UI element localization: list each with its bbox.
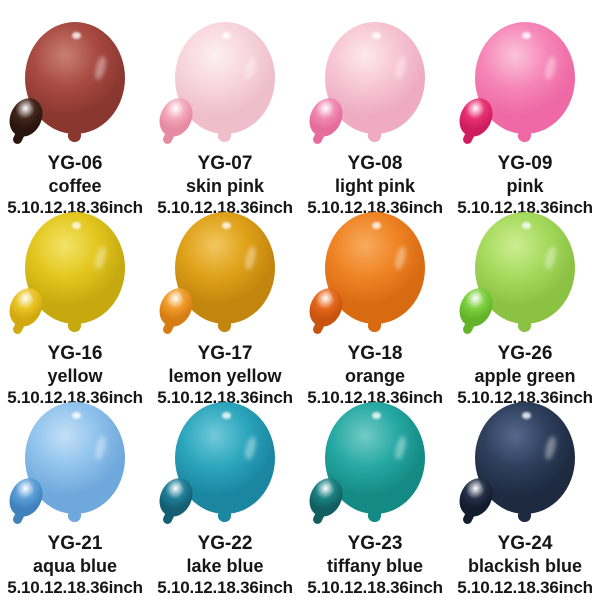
- balloon-knot: [366, 128, 383, 144]
- color-name: lake blue: [186, 556, 264, 576]
- balloon-photo: [150, 212, 300, 336]
- product-card: YG-23 tiffany blue 5.10.12.18.36inch: [300, 394, 450, 597]
- color-name: aqua blue: [32, 556, 117, 576]
- product-card: YG-09 pink 5.10.12.18.36inch: [450, 14, 600, 217]
- product-code: YG-16: [47, 343, 103, 364]
- balloon-knot: [516, 508, 533, 524]
- product-code: YG-21: [47, 533, 103, 554]
- size-list: 5.10.12.18.36inch: [457, 388, 593, 407]
- product-code: YG-17: [197, 343, 253, 364]
- balloon-photo: [0, 212, 150, 336]
- product-card: YG-16 yellow 5.10.12.18.36inch: [0, 204, 150, 407]
- color-name: yellow: [47, 366, 103, 386]
- size-list: 5.10.12.18.36inch: [157, 198, 293, 217]
- balloon-photo: [450, 22, 600, 146]
- balloon-photo: [300, 22, 450, 146]
- size-list: 5.10.12.18.36inch: [7, 578, 143, 597]
- size-list: 5.10.12.18.36inch: [157, 388, 293, 407]
- product-card: YG-18 orange 5.10.12.18.36inch: [300, 204, 450, 407]
- product-card: YG-08 light pink 5.10.12.18.36inch: [300, 14, 450, 217]
- product-code: YG-06: [47, 153, 103, 174]
- balloon-knot: [216, 318, 233, 334]
- balloon-knot: [366, 318, 383, 334]
- balloon-knot: [516, 318, 533, 334]
- product-code: YG-26: [497, 343, 553, 364]
- product-code: YG-07: [197, 153, 253, 174]
- balloon-photo: [300, 402, 450, 526]
- balloon-photo: [0, 22, 150, 146]
- product-code: YG-08: [347, 153, 403, 174]
- product-card: YG-21 aqua blue 5.10.12.18.36inch: [0, 394, 150, 597]
- size-list: 5.10.12.18.36inch: [457, 578, 593, 597]
- balloon-photo: [450, 212, 600, 336]
- size-list: 5.10.12.18.36inch: [307, 198, 443, 217]
- size-list: 5.10.12.18.36inch: [157, 578, 293, 597]
- color-name: light pink: [335, 176, 415, 196]
- balloon-knot: [216, 508, 233, 524]
- color-name: lemon yellow: [168, 366, 282, 386]
- balloon-photo: [150, 22, 300, 146]
- product-card: YG-17 lemon yellow 5.10.12.18.36inch: [150, 204, 300, 407]
- color-name: orange: [344, 366, 405, 386]
- size-list: 5.10.12.18.36inch: [307, 578, 443, 597]
- balloon-photo: [150, 402, 300, 526]
- size-list: 5.10.12.18.36inch: [7, 198, 143, 217]
- balloon-knot: [216, 128, 233, 144]
- balloon-knot: [66, 318, 83, 334]
- product-code: YG-18: [347, 343, 403, 364]
- product-code: YG-09: [497, 153, 553, 174]
- product-card: YG-06 coffee 5.10.12.18.36inch: [0, 14, 150, 217]
- size-list: 5.10.12.18.36inch: [307, 388, 443, 407]
- product-card: YG-24 blackish blue 5.10.12.18.36inch: [450, 394, 600, 597]
- balloon-knot: [66, 128, 83, 144]
- product-code: YG-24: [497, 533, 553, 554]
- size-list: 5.10.12.18.36inch: [7, 388, 143, 407]
- balloon-knot: [66, 508, 83, 524]
- color-name: tiffany blue: [326, 556, 423, 576]
- balloon-photo: [300, 212, 450, 336]
- product-card: YG-26 apple green 5.10.12.18.36inch: [450, 204, 600, 407]
- product-card: YG-22 lake blue 5.10.12.18.36inch: [150, 394, 300, 597]
- balloon-photo: [450, 402, 600, 526]
- color-name: skin pink: [185, 176, 265, 196]
- product-card: YG-07 skin pink 5.10.12.18.36inch: [150, 14, 300, 217]
- color-name: coffee: [48, 176, 102, 196]
- color-name: blackish blue: [467, 556, 583, 576]
- balloon-photo: [0, 402, 150, 526]
- color-name: pink: [506, 176, 544, 196]
- product-code: YG-23: [347, 533, 403, 554]
- size-list: 5.10.12.18.36inch: [457, 198, 593, 217]
- balloon-knot: [516, 128, 533, 144]
- color-name: apple green: [474, 366, 576, 386]
- product-code: YG-22: [197, 533, 253, 554]
- balloon-knot: [366, 508, 383, 524]
